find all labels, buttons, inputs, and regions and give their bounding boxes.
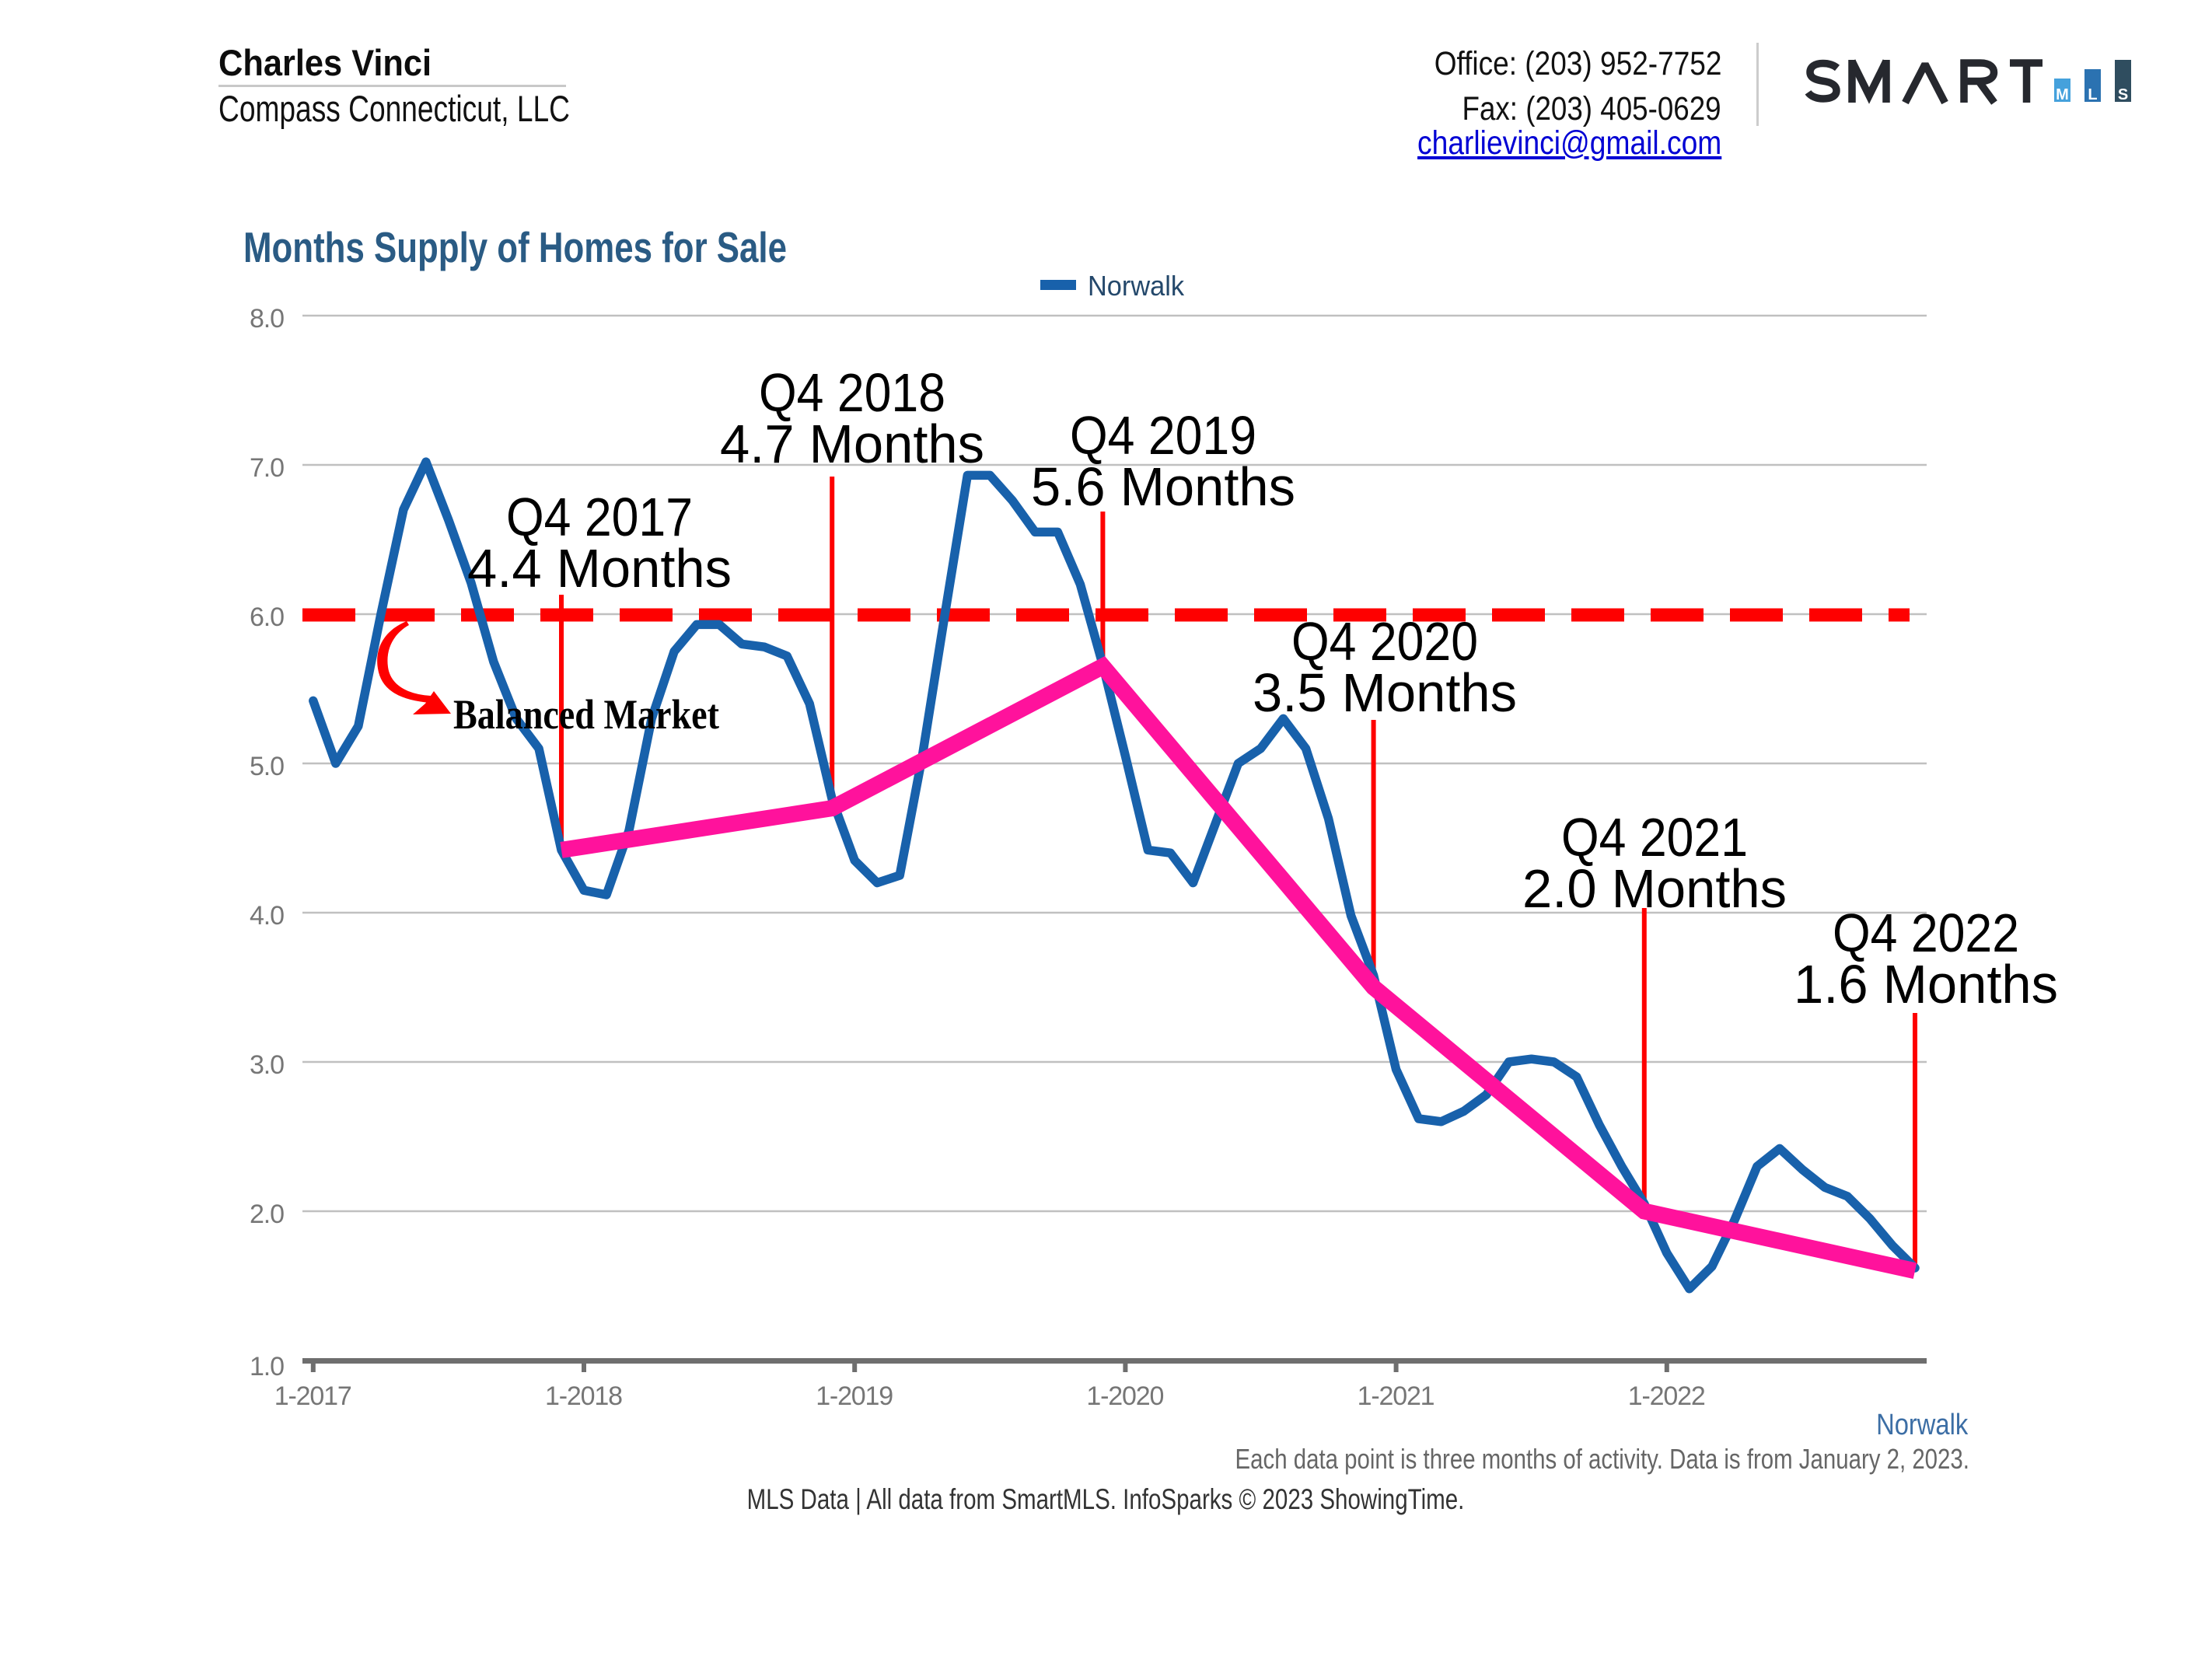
svg-text:M: M: [2056, 86, 2069, 103]
svg-text:1-2021: 1-2021: [1358, 1381, 1435, 1411]
svg-text:1-2022: 1-2022: [1628, 1381, 1706, 1411]
svg-text:4.0: 4.0: [250, 901, 285, 931]
svg-text:5.6 Months: 5.6 Months: [1031, 456, 1295, 517]
svg-text:1.6 Months: 1.6 Months: [1794, 954, 2058, 1015]
svg-text:5.0: 5.0: [250, 752, 285, 781]
svg-text:Q4 2017: Q4 2017: [506, 487, 693, 547]
svg-text:7.0: 7.0: [250, 453, 285, 483]
svg-text:Q4 2022: Q4 2022: [1833, 903, 2019, 963]
svg-text:4.4 Months: 4.4 Months: [467, 538, 732, 599]
svg-text:1-2017: 1-2017: [274, 1381, 352, 1411]
svg-text:3.0: 3.0: [250, 1050, 285, 1080]
svg-text:1-2020: 1-2020: [1086, 1381, 1164, 1411]
svg-text:2.0 Months: 2.0 Months: [1522, 858, 1787, 919]
svg-text:Q4 2019: Q4 2019: [1070, 405, 1256, 466]
svg-text:2.0: 2.0: [250, 1200, 285, 1229]
svg-text:L: L: [2088, 86, 2097, 103]
svg-text:8.0: 8.0: [250, 304, 285, 334]
svg-text:3.5 Months: 3.5 Months: [1253, 662, 1517, 723]
svg-text:1-2018: 1-2018: [545, 1381, 623, 1411]
svg-text:1.0: 1.0: [250, 1352, 285, 1381]
svg-text:1-2019: 1-2019: [816, 1381, 893, 1411]
svg-text:6.0: 6.0: [250, 602, 285, 632]
svg-text:Balanced Market: Balanced Market: [453, 691, 719, 738]
svg-text:Q4 2018: Q4 2018: [759, 362, 945, 423]
svg-text:Q4 2020: Q4 2020: [1291, 611, 1478, 672]
svg-text:Q4 2021: Q4 2021: [1561, 807, 1748, 868]
svg-text:4.7 Months: 4.7 Months: [720, 414, 984, 474]
svg-text:S: S: [2118, 86, 2128, 103]
